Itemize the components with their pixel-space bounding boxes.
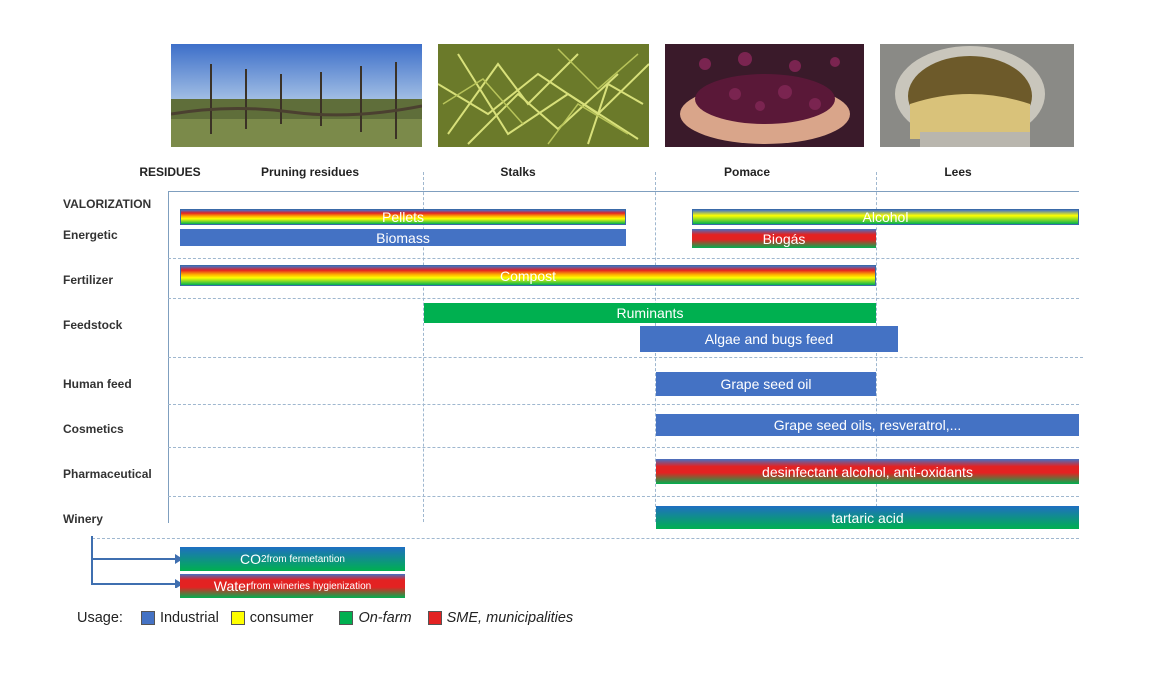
bar-pellets: Pellets (180, 209, 626, 225)
row-label-energetic: Energetic (63, 228, 118, 242)
column-header-residues: RESIDUES (139, 165, 201, 179)
byproduct-arrows (91, 536, 183, 588)
photo-stalks (438, 44, 649, 147)
column-divider (423, 172, 424, 522)
row-divider (168, 258, 1079, 259)
column-header-pruning-residues: Pruning residues (260, 165, 360, 179)
legend-title: Usage: (77, 610, 123, 626)
bar-tartaric-acid: tartaric acid (656, 506, 1079, 529)
legend-industrial: Industrial (159, 610, 219, 626)
row-divider (168, 298, 1079, 299)
bar-water-hygienization: Water from wineries hygienization (180, 574, 405, 598)
bar-algae-bugs-feed: Algae and bugs feed (640, 326, 898, 352)
row-label-cosmetics: Cosmetics (63, 422, 124, 436)
row-divider (92, 538, 1079, 539)
bar-pharmaceutical: desinfectant alcohol, anti-oxidants (656, 459, 1079, 484)
legend-onfarm: On-farm (358, 610, 412, 626)
bar-co2-fermentation: CO 2 from fermetantion (180, 547, 405, 571)
bar-alcohol: Alcohol (692, 209, 1079, 225)
co2-subscript: 2 (261, 553, 267, 565)
legend-sme: SME, municipalities (446, 610, 574, 626)
legend-swatch-consumer (230, 611, 245, 625)
legend-swatch-onfarm (339, 611, 354, 625)
photo-pruning-residues (171, 44, 422, 147)
water-label: Water (213, 578, 251, 594)
bar-biogas: Biogás (692, 229, 876, 248)
row-divider (168, 404, 1079, 405)
photo-pomace (665, 44, 864, 147)
bar-cosmetics: Grape seed oils, resveratrol,... (656, 414, 1079, 436)
photo-lees (880, 44, 1074, 147)
legend-swatch-industrial (140, 611, 155, 625)
row-divider (168, 496, 1079, 497)
row-label-pharmaceutical: Pharmaceutical (63, 467, 152, 481)
row-label-feedstock: Feedstock (63, 318, 123, 332)
row-divider (168, 447, 1079, 448)
row-divider (168, 357, 1083, 358)
column-header-stalks: Stalks (500, 165, 536, 179)
legend: Usage: Industrial consumer On-farm SME, … (77, 610, 573, 626)
row-label-fertilizer: Fertilizer (63, 273, 114, 287)
row-label-winery: Winery (63, 512, 103, 526)
row-label-valorization: VALORIZATION (63, 197, 152, 211)
water-source: from wineries hygienization (250, 580, 372, 592)
legend-consumer: consumer (249, 610, 314, 626)
axis-top-line (168, 191, 1079, 192)
column-header-pomace: Pomace (723, 165, 771, 179)
column-header-lees: Lees (944, 165, 972, 179)
co2-label: CO (240, 551, 262, 567)
row-label-human-feed: Human feed (63, 377, 132, 391)
legend-swatch-sme (427, 611, 442, 625)
bar-compost: Compost (180, 265, 876, 286)
bar-biomass: Biomass (180, 229, 626, 246)
bar-ruminants: Ruminants (424, 303, 876, 323)
co2-source: from fermetantion (266, 553, 345, 565)
bar-grape-seed-oil: Grape seed oil (656, 372, 876, 396)
